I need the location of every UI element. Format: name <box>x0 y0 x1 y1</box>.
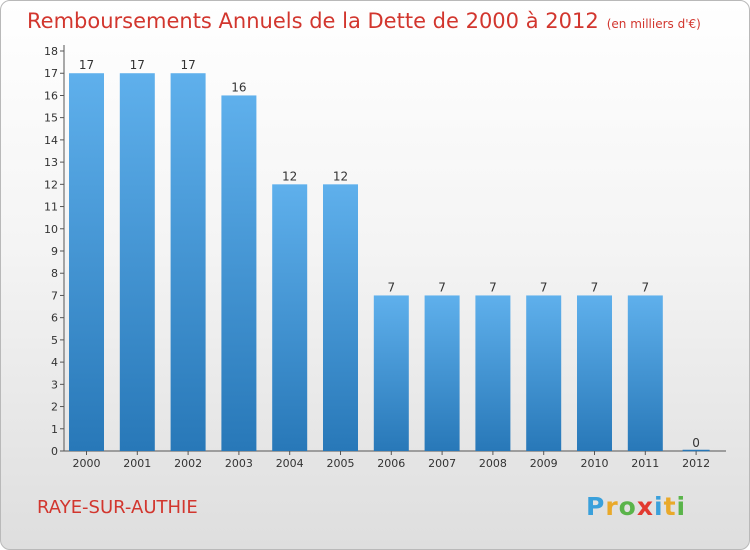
data-label: 7 <box>641 280 649 294</box>
x-tick-label: 2008 <box>479 457 507 470</box>
y-tick-label: 9 <box>51 245 58 258</box>
y-tick-label: 15 <box>44 112 58 125</box>
logo-letter: r <box>605 492 619 521</box>
chart-title: Remboursements Annuels de la Dette de 20… <box>27 9 701 33</box>
y-tick-label: 18 <box>44 45 58 58</box>
x-tick-label: 2001 <box>123 457 151 470</box>
data-label: 17 <box>79 58 94 72</box>
y-tick-label: 10 <box>44 223 58 236</box>
data-label: 7 <box>540 280 548 294</box>
x-tick-label: 2006 <box>377 457 405 470</box>
y-tick-label: 5 <box>51 334 58 347</box>
bars: 17 17 17 16 12 12 7 7 7 7 7 7 0 <box>69 58 710 452</box>
y-tick-label: 8 <box>51 267 58 280</box>
y-tick-label: 16 <box>44 89 58 102</box>
x-tick-label: 2012 <box>682 457 710 470</box>
bar <box>119 73 155 451</box>
data-label: 7 <box>387 280 395 294</box>
x-tick-label: 2007 <box>428 457 456 470</box>
data-label: 17 <box>130 58 145 72</box>
x-tick-label: 2009 <box>530 457 558 470</box>
bar <box>323 184 358 452</box>
logo-letter: o <box>618 492 637 521</box>
commune-name: RAYE-SUR-AUTHIE <box>37 497 198 518</box>
data-label: 0 <box>692 436 700 450</box>
logo-letter: x <box>636 492 654 521</box>
data-label: 7 <box>438 280 446 294</box>
data-label: 12 <box>333 169 348 183</box>
x-tick-label: 2000 <box>73 457 101 470</box>
x-tick-label: 2011 <box>631 457 659 470</box>
bar <box>475 295 511 451</box>
x-tick-label: 2010 <box>581 457 609 470</box>
y-tick-label: 6 <box>51 312 58 325</box>
data-label: 16 <box>231 80 246 94</box>
x-tick-label: 2002 <box>174 457 202 470</box>
y-tick-label: 1 <box>51 423 58 436</box>
bar <box>221 95 257 451</box>
bar <box>170 73 206 451</box>
y-tick-label: 2 <box>51 401 58 414</box>
y-tick-label: 13 <box>44 156 58 169</box>
bar <box>424 295 460 451</box>
y-tick-label: 3 <box>51 378 58 391</box>
y-tick-label: 11 <box>44 201 58 214</box>
y-tick-label: 0 <box>51 445 58 458</box>
logo-letter: t <box>663 492 677 521</box>
title-text: Remboursements Annuels de la Dette de 20… <box>27 9 599 33</box>
bar <box>272 184 308 452</box>
unit-text: (en milliers d'€) <box>606 17 701 31</box>
y-tick-label: 17 <box>44 67 58 80</box>
x-tick-label: 2003 <box>225 457 253 470</box>
bar <box>373 295 409 451</box>
bar <box>577 295 612 451</box>
bar <box>526 295 562 451</box>
logo-letter: i <box>676 492 687 521</box>
data-label: 17 <box>180 58 195 72</box>
y-tick-label: 7 <box>51 289 58 302</box>
y-tick-label: 14 <box>44 134 58 147</box>
data-label: 12 <box>282 169 297 183</box>
x-tick-label: 2004 <box>276 457 304 470</box>
bar <box>69 73 104 451</box>
y-tick-label: 12 <box>44 178 58 191</box>
y-tick-label: 4 <box>51 356 58 369</box>
bar <box>627 295 663 451</box>
logo-letter: i <box>654 492 664 521</box>
proxiti-logo[interactable]: Proxiti <box>586 492 686 521</box>
data-label: 7 <box>489 280 497 294</box>
logo-letter: P <box>586 492 606 521</box>
data-label: 7 <box>591 280 599 294</box>
x-tick-label: 2005 <box>327 457 355 470</box>
